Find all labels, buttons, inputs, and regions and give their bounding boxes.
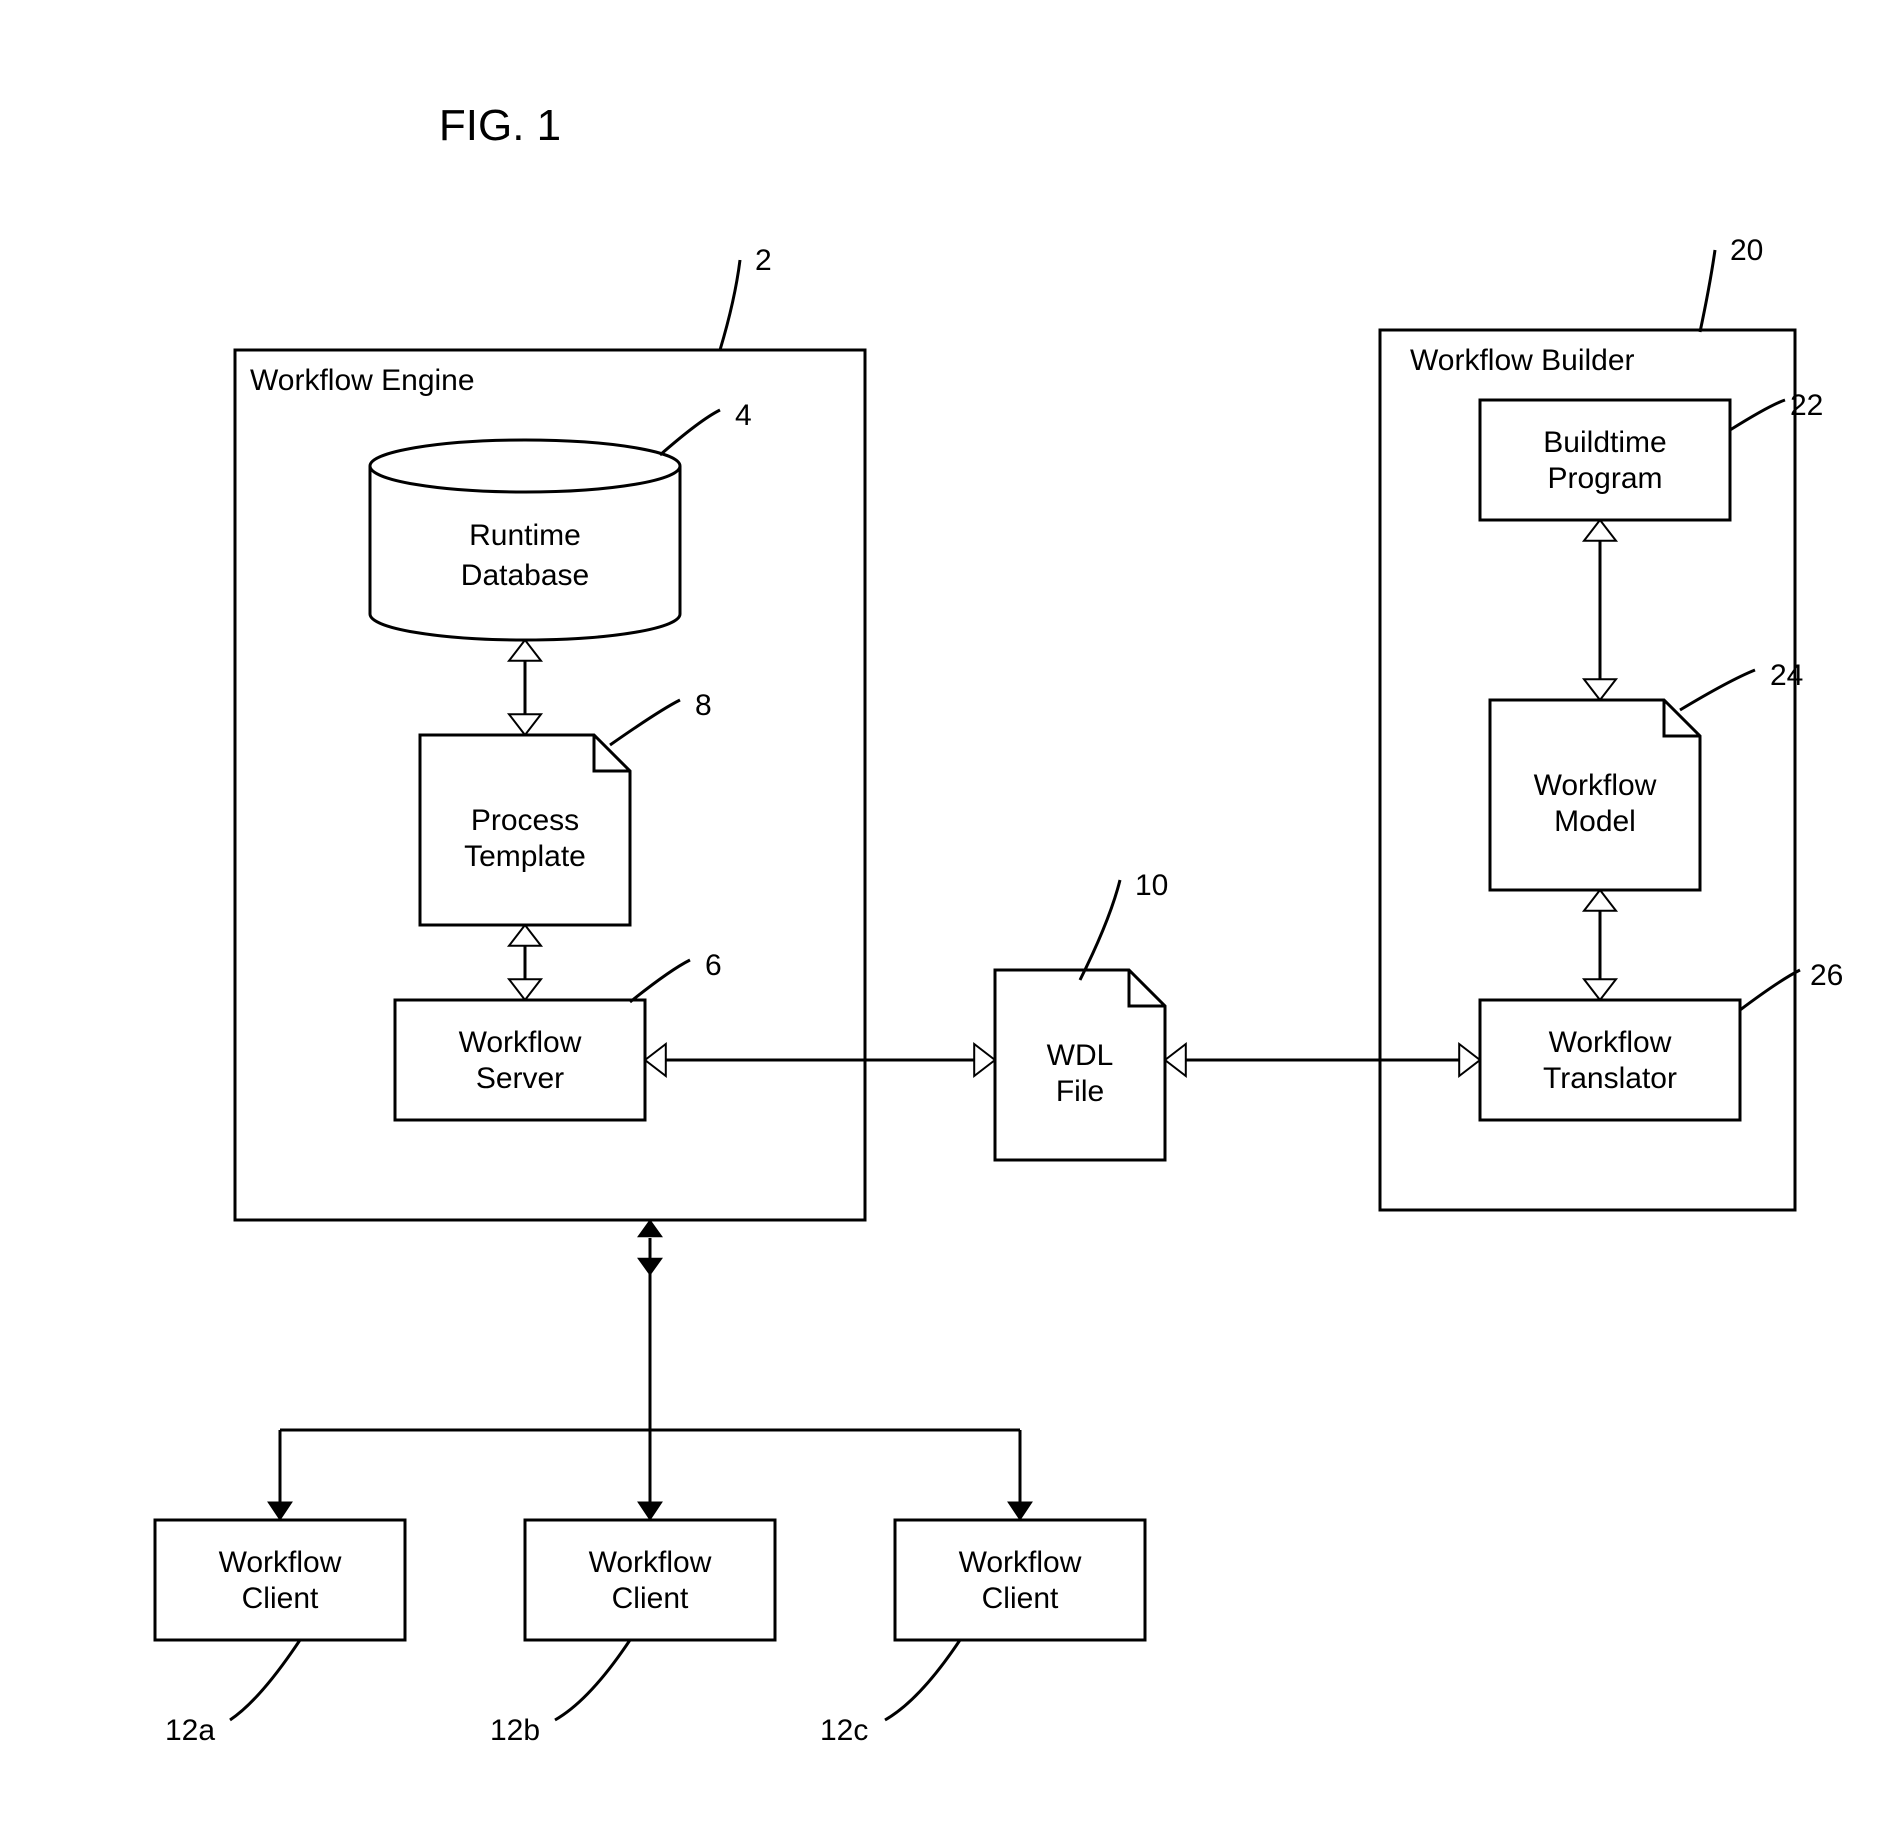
svg-text:Workflow: Workflow (459, 1026, 582, 1059)
ref-label-4: 4 (735, 399, 752, 432)
workflow_translator (1480, 1000, 1740, 1120)
svg-text:Client: Client (242, 1582, 319, 1615)
ref-label-20: 20 (1730, 234, 1763, 267)
svg-text:Process: Process (471, 804, 579, 837)
ref-leader-26 (1740, 970, 1800, 1010)
builder-label: Workflow Builder (1410, 344, 1635, 377)
runtime_db-top (370, 440, 680, 492)
engine-label: Workflow Engine (250, 364, 475, 397)
ref-leader-8 (610, 700, 680, 745)
client_c (895, 1520, 1145, 1640)
svg-text:Program: Program (1547, 462, 1662, 495)
svg-text:Template: Template (464, 840, 586, 873)
svg-text:Client: Client (982, 1582, 1059, 1615)
svg-text:WDL: WDL (1047, 1039, 1114, 1072)
ref-leader-12b (555, 1640, 630, 1720)
svg-text:File: File (1056, 1075, 1104, 1108)
ref-label-22: 22 (1790, 389, 1823, 422)
ref-label-26: 26 (1810, 959, 1843, 992)
ref-leader-12a (230, 1640, 300, 1720)
buildtime (1480, 400, 1730, 520)
ref-label-12b: 12b (490, 1714, 540, 1747)
svg-text:Workflow: Workflow (219, 1546, 342, 1579)
ref-leader-22 (1730, 400, 1785, 430)
svg-text:Model: Model (1554, 805, 1636, 838)
svg-text:Workflow: Workflow (589, 1546, 712, 1579)
svg-text:Buildtime: Buildtime (1543, 426, 1666, 459)
figure-title: FIG. 1 (439, 101, 561, 150)
ref-label-10: 10 (1135, 869, 1168, 902)
ref-leader-10 (1080, 880, 1120, 980)
ref-label-24: 24 (1770, 659, 1803, 692)
svg-text:Workflow: Workflow (1549, 1026, 1672, 1059)
ref-leader-6 (630, 960, 690, 1002)
svg-text:Translator: Translator (1543, 1062, 1677, 1095)
ref-leader-4 (660, 410, 720, 455)
ref-label-6: 6 (705, 949, 722, 982)
ref-leader-20 (1700, 250, 1715, 332)
workflow-architecture-diagram: FIG. 1 Workflow Engine Workflow Builder Run… (0, 0, 1884, 1847)
ref-leader-24 (1680, 670, 1755, 710)
workflow_server (395, 1000, 645, 1120)
ref-leader-2 (720, 260, 740, 350)
svg-text:Database: Database (461, 559, 589, 592)
svg-text:Runtime: Runtime (469, 519, 581, 552)
ref-label-12a: 12a (165, 1714, 215, 1747)
ref-leader-12c (885, 1640, 960, 1720)
ref-label-2: 2 (755, 244, 772, 277)
ref-label-8: 8 (695, 689, 712, 722)
client_a (155, 1520, 405, 1640)
svg-text:Workflow: Workflow (959, 1546, 1082, 1579)
ref-label-12c: 12c (820, 1714, 868, 1747)
svg-text:Client: Client (612, 1582, 689, 1615)
svg-text:Workflow: Workflow (1534, 769, 1657, 802)
client_b (525, 1520, 775, 1640)
svg-text:Server: Server (476, 1062, 564, 1095)
